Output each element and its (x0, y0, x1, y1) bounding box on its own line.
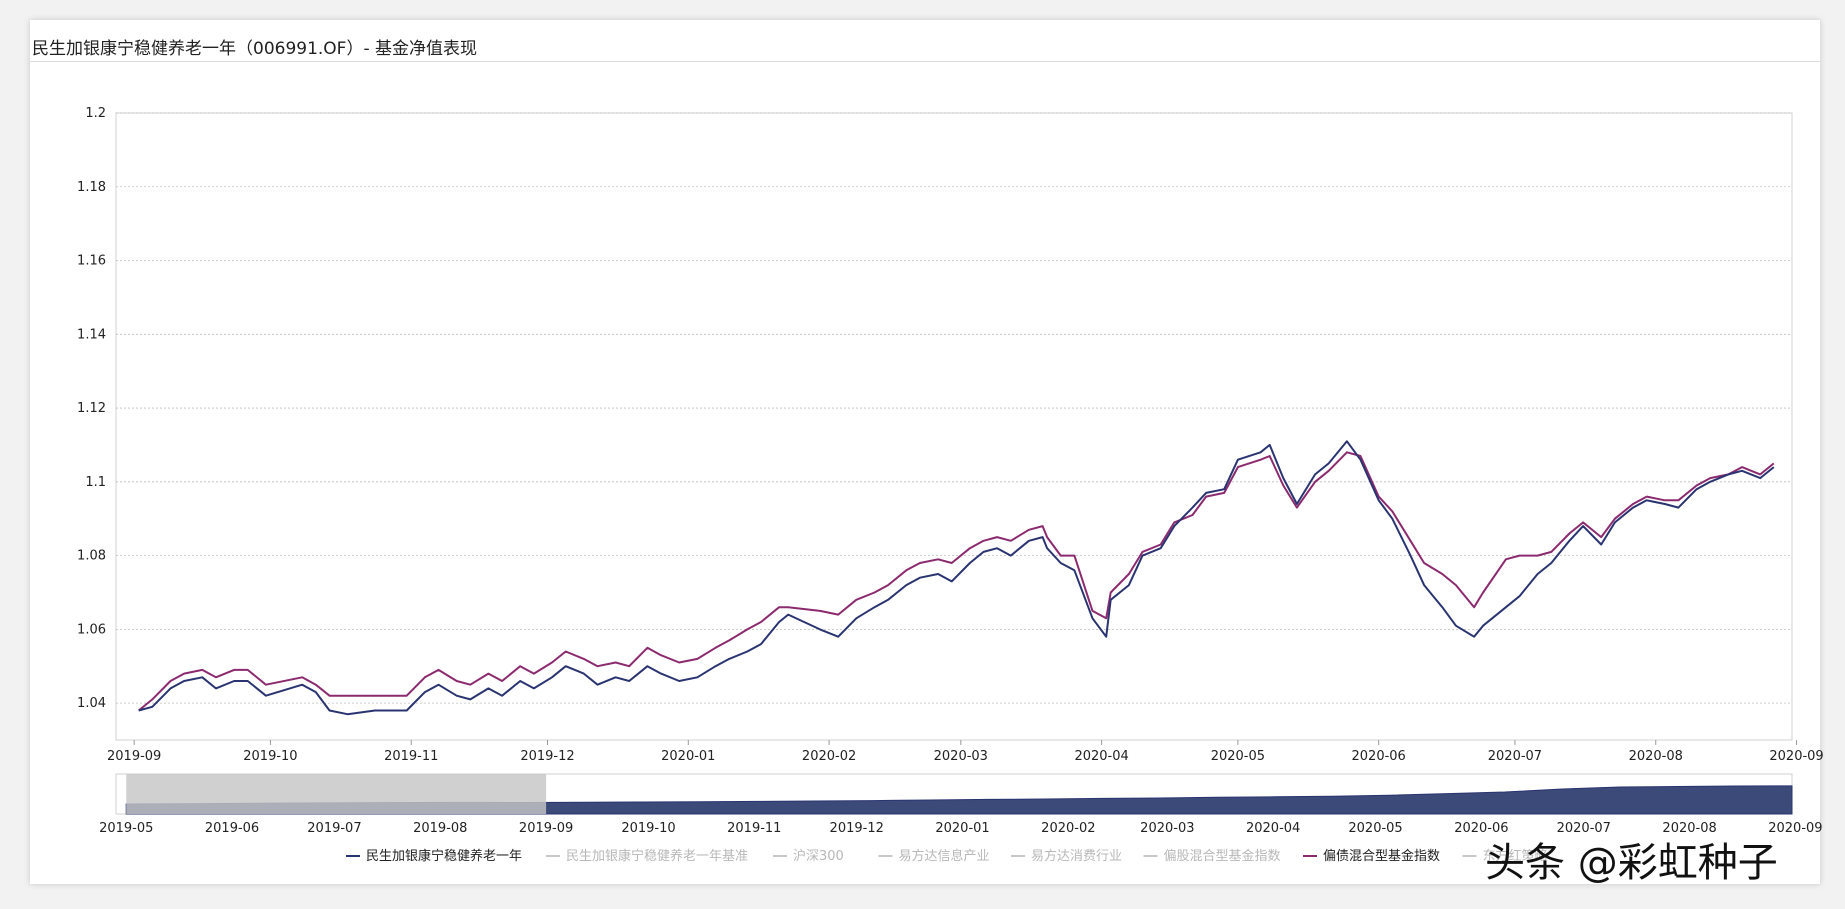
navigator-tick-label: 2020-07 (1557, 821, 1611, 836)
navigator[interactable]: 2019-05 2019-06 2019-07 2019-08 2019-09 2019-… (99, 773, 1823, 836)
y-tick-label: 1.18 (77, 180, 106, 195)
navigator-tick-label: 2019-05 (99, 821, 153, 836)
legend: 民生加银康宁稳健养老一年 民生加银康宁稳健养老一年基准 沪深300 易方达信息产业 易方… (346, 848, 1548, 864)
y-axis-labels: 1.04 1.06 1.08 1.1 1.12 1.14 1.16 1.18 1.2 (77, 106, 106, 711)
navigator-tick-label: 2020-08 (1662, 821, 1716, 836)
y-tick-label: 1.08 (77, 549, 106, 564)
navigator-tick-label: 2019-12 (830, 821, 884, 836)
navigator-selection[interactable] (126, 774, 547, 814)
legend-label: 沪深300 (793, 848, 844, 864)
x-tick-label: 2020-01 (661, 749, 715, 764)
plot-border (115, 112, 1793, 741)
x-tick-label: 2020-06 (1352, 749, 1406, 764)
navigator-tick-label: 2019-06 (205, 821, 259, 836)
x-tick-label: 2020-09 (1769, 749, 1823, 764)
legend-item-6[interactable]: 偏债混合型基金指数 (1303, 848, 1440, 864)
navigator-tick-label: 2019-07 (307, 821, 361, 836)
chart-title: 民生加银康宁稳健养老一年（006991.OF）- 基金净值表现 (32, 39, 477, 59)
navigator-tick-label: 2019-11 (727, 821, 781, 836)
navigator-tick-label: 2020-01 (935, 821, 989, 836)
navigator-tick-label: 2019-08 (413, 821, 467, 836)
legend-item-3[interactable]: 易方达信息产业 (878, 848, 990, 864)
grid-lines (115, 112, 1793, 741)
legend-item-0[interactable]: 民生加银康宁稳健养老一年 (346, 848, 522, 864)
navigator-tick-label: 2020-03 (1140, 821, 1194, 836)
navigator-tick-label: 2020-06 (1454, 821, 1508, 836)
title-bar: 民生加银康宁稳健养老一年（006991.OF）- 基金净值表现 (30, 20, 1820, 62)
legend-label: 偏债混合型基金指数 (1323, 848, 1440, 864)
x-tick-label: 2019-10 (243, 749, 297, 764)
x-tick-label: 2019-09 (107, 749, 161, 764)
x-axis-labels: 2019-09 2019-10 2019-11 2019-12 2020-01 2020-… (107, 740, 1824, 764)
x-tick-label: 2020-03 (934, 749, 988, 764)
y-tick-label: 1.14 (77, 327, 106, 342)
legend-item-5[interactable]: 偏股混合型基金指数 (1143, 848, 1281, 864)
series-line-1 (138, 451, 1775, 712)
legend-item-4[interactable]: 易方达消费行业 (1011, 848, 1122, 864)
x-tick-label: 2020-08 (1629, 749, 1683, 764)
navigator-tick-label: 2020-05 (1348, 821, 1402, 836)
watermark-text: 头条 @彩虹种子 (1485, 840, 1778, 886)
legend-item-2[interactable]: 沪深300 (773, 848, 844, 864)
navigator-tick-label: 2020-04 (1246, 821, 1300, 836)
y-tick-label: 1.06 (77, 622, 106, 637)
legend-label: 民生加银康宁稳健养老一年基准 (566, 848, 748, 864)
y-tick-label: 1.04 (77, 696, 106, 711)
legend-label: 易方达信息产业 (899, 848, 990, 864)
series-lines (138, 440, 1775, 716)
y-tick-label: 1.16 (77, 254, 106, 269)
legend-label: 东方红策略 (1483, 848, 1548, 864)
legend-item-1[interactable]: 民生加银康宁稳健养老一年基准 (546, 848, 748, 864)
y-tick-label: 1.12 (77, 401, 106, 416)
series-line-0 (138, 440, 1775, 716)
navigator-tick-label: 2019-09 (519, 821, 573, 836)
x-tick-label: 2020-05 (1211, 749, 1265, 764)
legend-label: 易方达消费行业 (1031, 848, 1122, 864)
navigator-tick-label: 2019-10 (621, 821, 675, 836)
y-tick-label: 1.1 (85, 475, 106, 490)
y-tick-label: 1.2 (85, 106, 106, 121)
legend-label: 民生加银康宁稳健养老一年 (366, 848, 522, 864)
navigator-tick-label: 2020-02 (1041, 821, 1095, 836)
x-tick-label: 2020-02 (802, 749, 856, 764)
x-tick-label: 2020-04 (1074, 749, 1128, 764)
x-tick-label: 2020-07 (1488, 749, 1542, 764)
x-tick-label: 2019-11 (384, 749, 438, 764)
x-tick-label: 2019-12 (520, 749, 574, 764)
legend-item-7[interactable]: 东方红策略 (1462, 848, 1548, 864)
navigator-tick-label: 2020-09 (1768, 821, 1822, 836)
legend-label: 偏股混合型基金指数 (1164, 848, 1281, 864)
